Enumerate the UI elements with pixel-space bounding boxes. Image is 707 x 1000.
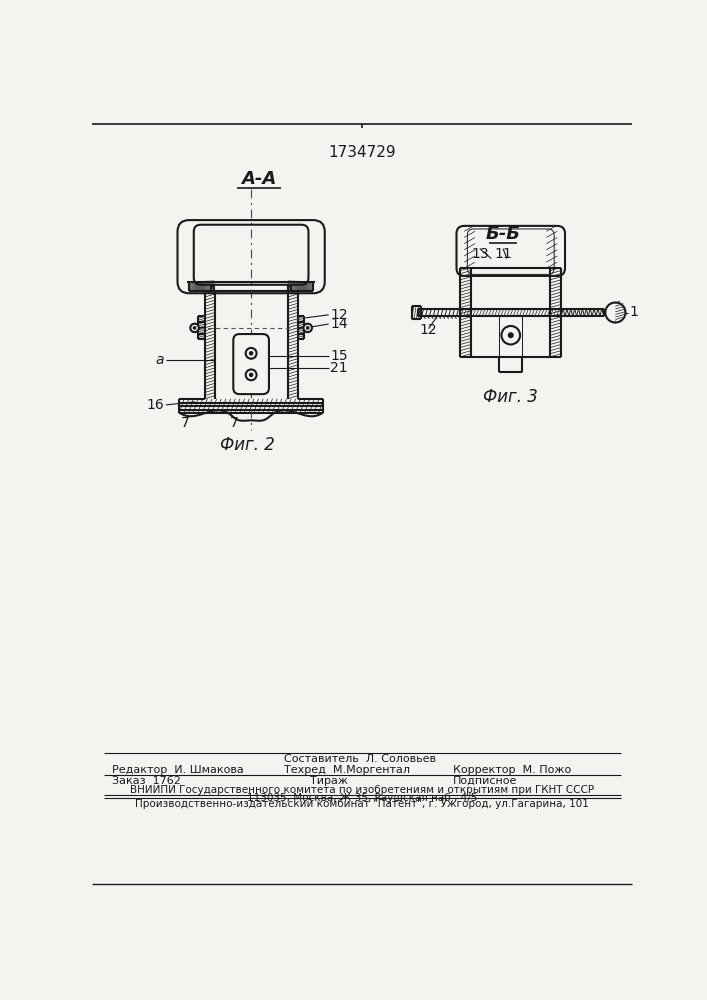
Text: Заказ  1762: Заказ 1762	[112, 776, 180, 786]
Text: 7: 7	[230, 416, 238, 430]
FancyBboxPatch shape	[233, 334, 269, 394]
Text: Техред  М.Моргентал: Техред М.Моргентал	[284, 765, 411, 775]
Text: Фиг. 3: Фиг. 3	[484, 388, 538, 406]
Text: 16: 16	[146, 398, 164, 412]
Text: Тираж: Тираж	[310, 776, 348, 786]
Circle shape	[307, 327, 309, 329]
Text: А-А: А-А	[241, 170, 276, 188]
Text: 13: 13	[471, 247, 489, 261]
Circle shape	[501, 326, 520, 344]
Circle shape	[246, 369, 257, 380]
Text: ВНИИПИ Государственного комитета по изобретениям и открытиям при ГКНТ СССР: ВНИИПИ Государственного комитета по изоб…	[130, 785, 594, 795]
Text: a: a	[156, 353, 164, 367]
Circle shape	[246, 348, 257, 359]
Text: Редактор  И. Шмакова: Редактор И. Шмакова	[112, 765, 243, 775]
Text: 12: 12	[330, 308, 348, 322]
Text: 11: 11	[494, 247, 512, 261]
Text: 7: 7	[181, 416, 190, 430]
Circle shape	[190, 324, 199, 332]
Circle shape	[250, 373, 252, 376]
Circle shape	[508, 333, 513, 338]
Text: 15: 15	[330, 349, 348, 363]
Circle shape	[194, 327, 196, 329]
Text: 1734729: 1734729	[328, 145, 396, 160]
Text: 1: 1	[629, 306, 638, 320]
Text: Фиг. 2: Фиг. 2	[220, 436, 275, 454]
Text: 21: 21	[330, 361, 348, 375]
Text: Подписное: Подписное	[452, 776, 517, 786]
Text: 12: 12	[419, 323, 437, 337]
Text: Б-Б: Б-Б	[486, 225, 520, 243]
Text: 14: 14	[330, 317, 348, 331]
Text: Корректор  М. Пожо: Корректор М. Пожо	[452, 765, 571, 775]
Text: Производственно-издательский комбинат "Патент", г. Ужгород, ул.Гагарина, 101: Производственно-издательский комбинат "П…	[135, 799, 589, 809]
Circle shape	[303, 324, 312, 332]
Text: 113035, Москва, Ж-35, Раушская наб., 4/5: 113035, Москва, Ж-35, Раушская наб., 4/5	[247, 793, 477, 803]
Text: Составитель  Л. Соловьев: Составитель Л. Соловьев	[284, 754, 436, 764]
Circle shape	[250, 352, 252, 355]
